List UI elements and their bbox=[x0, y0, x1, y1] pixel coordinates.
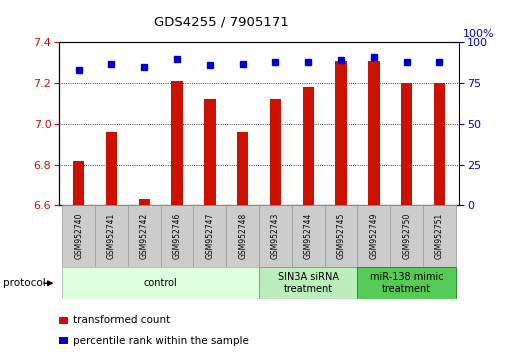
Text: GSM952744: GSM952744 bbox=[304, 213, 313, 259]
Bar bbox=[237, 132, 248, 205]
Text: protocol: protocol bbox=[3, 278, 45, 288]
Bar bbox=[95, 205, 128, 267]
Bar bbox=[204, 99, 215, 205]
Bar bbox=[106, 132, 117, 205]
Bar bbox=[292, 205, 325, 267]
Bar bbox=[193, 205, 226, 267]
Bar bbox=[325, 205, 358, 267]
Bar bbox=[73, 161, 85, 205]
Bar bbox=[259, 205, 292, 267]
Bar bbox=[226, 205, 259, 267]
Text: GSM952749: GSM952749 bbox=[369, 213, 379, 259]
Text: control: control bbox=[144, 278, 177, 288]
Bar bbox=[401, 83, 412, 205]
Text: SIN3A siRNA
treatment: SIN3A siRNA treatment bbox=[278, 272, 339, 295]
Text: GSM952745: GSM952745 bbox=[337, 213, 346, 259]
Bar bbox=[433, 83, 445, 205]
Text: transformed count: transformed count bbox=[73, 315, 171, 325]
Text: GSM952746: GSM952746 bbox=[172, 213, 182, 259]
Text: GSM952743: GSM952743 bbox=[271, 213, 280, 259]
Bar bbox=[161, 205, 193, 267]
Bar bbox=[358, 205, 390, 267]
Y-axis label: 100%: 100% bbox=[463, 29, 495, 39]
Text: GSM952741: GSM952741 bbox=[107, 213, 116, 259]
Text: GSM952740: GSM952740 bbox=[74, 213, 83, 259]
Text: miR-138 mimic
treatment: miR-138 mimic treatment bbox=[370, 272, 443, 295]
Text: GSM952742: GSM952742 bbox=[140, 213, 149, 259]
Bar bbox=[259, 267, 358, 299]
Bar bbox=[368, 61, 380, 205]
Bar bbox=[62, 267, 259, 299]
Bar bbox=[171, 81, 183, 205]
Bar bbox=[336, 61, 347, 205]
Bar bbox=[128, 205, 161, 267]
Bar bbox=[139, 199, 150, 205]
Bar bbox=[62, 205, 95, 267]
Bar bbox=[423, 205, 456, 267]
Text: GSM952751: GSM952751 bbox=[435, 213, 444, 259]
Bar bbox=[270, 99, 281, 205]
Text: GSM952748: GSM952748 bbox=[238, 213, 247, 259]
Text: GSM952747: GSM952747 bbox=[205, 213, 214, 259]
Bar bbox=[303, 87, 314, 205]
Text: GSM952750: GSM952750 bbox=[402, 213, 411, 259]
Text: percentile rank within the sample: percentile rank within the sample bbox=[73, 336, 249, 346]
Bar bbox=[358, 267, 456, 299]
Bar bbox=[390, 205, 423, 267]
Text: GDS4255 / 7905171: GDS4255 / 7905171 bbox=[154, 16, 289, 29]
